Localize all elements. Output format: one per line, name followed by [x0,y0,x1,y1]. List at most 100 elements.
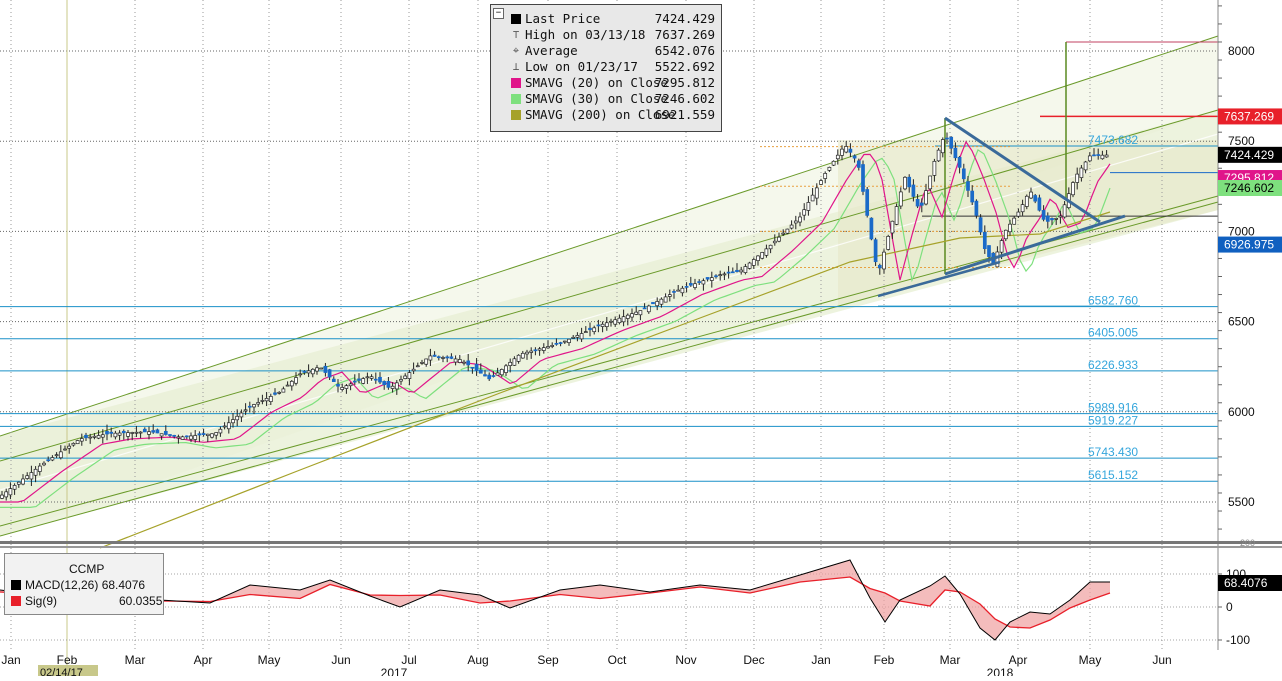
candle-body [1012,217,1017,225]
y-tick-label: 6000 [1228,405,1255,419]
candle-body [722,273,727,276]
candle-body [550,345,555,347]
triangle-upper-line [944,116,1101,224]
collapse-icon[interactable]: − [493,8,504,19]
fib-level-label: 5989.916 [1088,401,1138,415]
legend-value: 6921.559 [654,107,715,122]
macd-ticker: CCMP [69,562,105,576]
candle-body [827,166,832,171]
candle-body [340,387,345,390]
candle-body [445,356,450,359]
candle-body [621,316,626,323]
candle-body [1041,210,1046,220]
candle-body [310,368,315,375]
candle-body [974,200,979,216]
candle-body [96,435,101,439]
candle-body [684,286,689,288]
candle-body [193,435,198,440]
candle-body [1100,154,1105,160]
candle-body [789,224,794,229]
candle-body [873,239,878,263]
candle-body [525,351,529,355]
candle-body [504,365,508,373]
candle-body [1104,154,1109,158]
candle-body [562,340,567,343]
candle-body [508,361,513,366]
candle-body [205,433,210,436]
candle-body [25,475,30,479]
price-tag-label: 6926.975 [1224,238,1274,252]
signal-line [0,576,1111,629]
legend-value: 7424.429 [654,11,715,26]
candle-body [987,245,991,258]
candle-body [1096,154,1101,156]
candle-body [382,381,387,386]
candle-body [453,358,458,363]
candle-body [676,289,681,292]
candle-body [147,431,151,435]
candle-body [760,252,765,259]
candle-body [159,433,164,437]
legend-label: SMAVG (20) on Close [525,75,668,90]
candle-body [604,322,609,328]
candle-body [29,472,34,480]
candle-body [54,454,59,457]
price-tag-label: 7637.269 [1224,109,1274,123]
candle-body [407,372,412,379]
candle-body [226,422,231,430]
candle-body [512,358,517,366]
candle-body [705,277,710,280]
candle-body [781,232,786,235]
candle-body [214,432,219,436]
candle-body [289,380,294,387]
candle-body [546,346,550,349]
candle-body [764,248,769,256]
candle-body [840,148,844,156]
candle-body [4,491,9,498]
candle-body [71,442,76,446]
legend-row: SMAVG (200) on Close 6921.559 [495,107,717,123]
candle-body [8,488,13,496]
candle-body [352,380,357,383]
candle-body [168,434,172,436]
candle-body [798,216,802,223]
candle-body [966,181,970,191]
candle-body [583,331,588,333]
candle-body [571,336,576,339]
candle-body [625,314,630,319]
candle-body [940,139,945,154]
candle-body [903,176,907,190]
price-tag-label: 7246.602 [1224,181,1274,195]
candle-body [495,372,500,376]
candle-body [50,457,55,461]
y-tick-label: 5500 [1228,495,1255,509]
candle-body [982,231,987,249]
candle-body [613,319,618,325]
candle-body [365,376,370,379]
average-marker-icon: ⌖ [512,44,520,57]
candle-body [0,494,4,499]
y-tick-label: 7500 [1228,134,1255,148]
candle-body [739,269,744,273]
candle-body [1087,155,1092,162]
candle-body [932,160,937,176]
candle-body [273,392,277,395]
candle-body [180,436,185,440]
candle-body [63,448,67,451]
sma30-line [0,148,1111,508]
candle-body [743,266,748,273]
candle-body [1058,215,1063,218]
candle-body [869,217,874,240]
candle-body [953,147,958,159]
x-tick-label: Jun [1152,653,1171,667]
price-legend: − Last Price 7424.429 ⊤ High on 03/13/18 763… [490,4,722,132]
candle-body [478,369,483,374]
triangle-lower-line [944,214,1126,276]
macd-swatch [11,580,21,590]
candle-body [134,431,139,434]
candle-body [688,283,693,286]
candle-body [138,431,143,434]
legend-label: Low on 01/23/17 [525,59,638,74]
x-tick-label: Jan [1,653,20,667]
candle-body [915,199,920,207]
